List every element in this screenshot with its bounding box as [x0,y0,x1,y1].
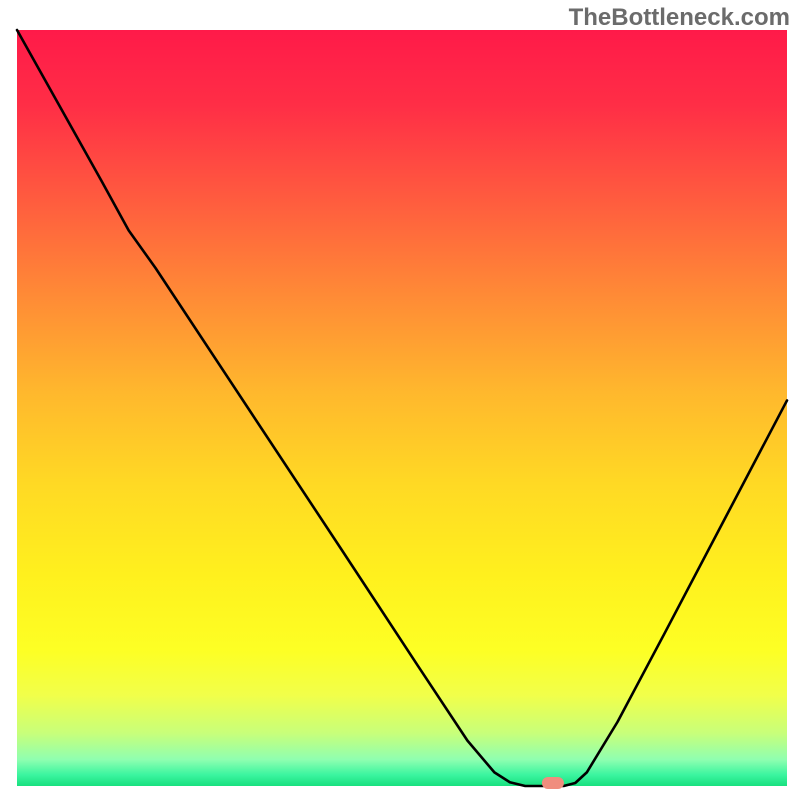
chart-wrapper: TheBottleneck.com [0,0,800,800]
plot-background [17,30,787,786]
optimum-marker [542,777,564,789]
attribution-text: TheBottleneck.com [569,4,790,32]
bottleneck-curve-chart [0,0,800,800]
